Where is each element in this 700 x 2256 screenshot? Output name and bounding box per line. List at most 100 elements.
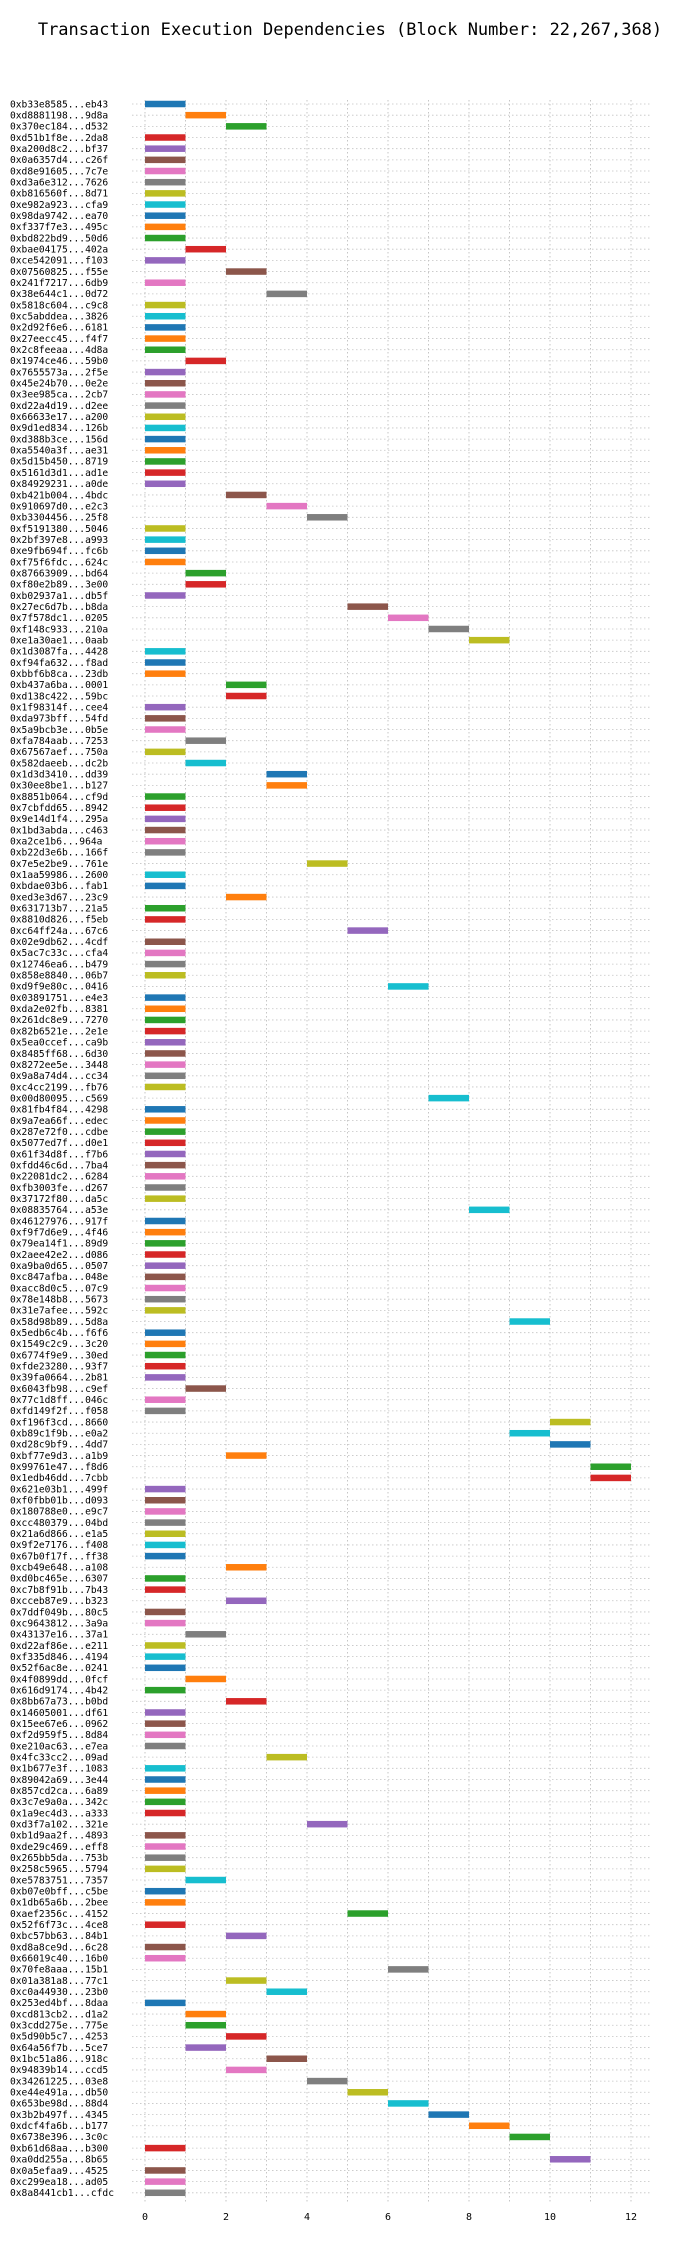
transaction-bar — [145, 234, 186, 242]
transaction-bar — [145, 335, 186, 342]
transaction-label: 0xcb49e648...a108 — [10, 1563, 108, 1574]
transaction-bar — [469, 636, 510, 644]
transaction-label: 0xda973bff...54fd — [10, 714, 108, 725]
transaction-bar — [145, 703, 186, 711]
transaction-bar — [145, 1954, 186, 1962]
transaction-label: 0x1a9ec4d3...a333 — [10, 1808, 108, 1819]
transaction-label: 0xd22af86e...e211 — [10, 1641, 108, 1652]
transaction-bar — [145, 1016, 186, 1024]
transaction-label: 0x8485ff68...6d30 — [10, 1049, 108, 1060]
transaction-bar — [185, 111, 226, 119]
transaction-bar — [145, 1832, 186, 1839]
transaction-label: 0x621e03b1...499f — [10, 1484, 108, 1495]
transaction-label: 0x2d92f6e6...6181 — [10, 323, 108, 334]
transaction-bar — [145, 904, 186, 912]
transaction-label: 0x5d90b5c7...4253 — [10, 2032, 108, 2043]
transaction-bar — [145, 1854, 186, 1861]
transaction-label: 0x30ee8be1...b127 — [10, 781, 108, 792]
transaction-label: 0x99761e47...f8d6 — [10, 1462, 108, 1473]
transaction-label: 0xaef2356c...4152 — [10, 1909, 108, 1920]
transaction-bar — [226, 2066, 267, 2074]
transaction-label: 0x7e5e2be9...761e — [10, 859, 108, 870]
transaction-bar — [145, 156, 186, 164]
transaction-label: 0x52f6f73c...4ce8 — [10, 1920, 108, 1931]
transaction-label: 0xf80e2b89...3e00 — [10, 580, 108, 591]
transaction-bar — [226, 1932, 267, 1940]
transaction-bar — [145, 1195, 186, 1202]
transaction-bar — [307, 1820, 348, 1828]
transaction-label: 0xd28c9bf9...4dd7 — [10, 1440, 108, 1451]
transaction-label: 0x5edb6c4b...f6f6 — [10, 1328, 108, 1339]
transaction-label: 0x61f34d8f...f7b6 — [10, 1149, 108, 1160]
transaction-bar — [145, 1407, 186, 1415]
transaction-label: 0x1bc51a86...918c — [10, 2054, 108, 2065]
transaction-bar — [145, 301, 186, 309]
transaction-label: 0xa0dd255a...8b65 — [10, 2155, 108, 2166]
transaction-label: 0x34261225...03e8 — [10, 2076, 108, 2087]
transaction-bar — [145, 1374, 186, 1381]
transaction-label: 0x7f578dc1...0205 — [10, 613, 108, 624]
transaction-label: 0x58d98b89...5d8a — [10, 1317, 108, 1328]
transaction-label: 0x87663909...bd64 — [10, 568, 108, 579]
transaction-label: 0x43137e16...37a1 — [10, 1630, 108, 1641]
transaction-label: 0xe1a30ae1...0aab — [10, 635, 108, 646]
transaction-label: 0x6738e396...3c0c — [10, 2132, 108, 2143]
transaction-label: 0x07560825...f55e — [10, 267, 108, 278]
transaction-bar — [145, 2167, 186, 2174]
transaction-label: 0xd138c422...59bc — [10, 691, 108, 702]
transaction-bar — [185, 1876, 226, 1884]
transaction-bar — [145, 1921, 186, 1928]
transaction-bar — [185, 357, 226, 365]
transaction-bar — [145, 1106, 186, 1113]
transaction-bar — [307, 2077, 348, 2085]
transaction-bar — [145, 257, 186, 264]
transaction-bar — [145, 368, 186, 376]
transaction-bar — [145, 223, 186, 231]
transaction-bar — [145, 1776, 186, 1783]
transaction-bar — [266, 2055, 307, 2062]
transaction-bar — [145, 324, 186, 331]
transaction-label: 0x261dc8e9...7270 — [10, 1015, 108, 1026]
transaction-bar — [145, 916, 186, 923]
transaction-bars — [145, 100, 631, 2197]
transaction-bar — [428, 1094, 469, 1102]
transaction-bar — [185, 1385, 226, 1392]
x-tick-label: 4 — [304, 2212, 310, 2223]
transaction-bar — [145, 949, 186, 957]
transaction-bar — [550, 1418, 591, 1426]
transaction-label: 0xdcf4fa6b...b177 — [10, 2121, 108, 2132]
transaction-label: 0x94839b14...ccd5 — [10, 2065, 108, 2076]
transaction-bar — [145, 1262, 186, 1269]
transaction-label: 0x31e7afee...592c — [10, 1306, 108, 1317]
transaction-label: 0x84929231...a0de — [10, 479, 108, 490]
transaction-bar — [509, 2133, 550, 2141]
transaction-label: 0x1549c2c9...3c20 — [10, 1339, 108, 1350]
transaction-label: 0xf196f3cd...8660 — [10, 1417, 108, 1428]
transaction-bar — [145, 1541, 186, 1549]
transaction-bar — [145, 793, 186, 800]
transaction-bar — [590, 1463, 631, 1470]
transaction-label: 0x6774f9e9...30ed — [10, 1350, 108, 1361]
transaction-label: 0xcd813cb2...d1a2 — [10, 2009, 108, 2020]
transaction-bar — [145, 726, 186, 733]
transaction-label: 0x66633e17...a200 — [10, 412, 108, 423]
transaction-label: 0xa9ba0d65...0507 — [10, 1261, 108, 1272]
transaction-bar — [185, 2021, 226, 2029]
transaction-bar — [266, 782, 307, 789]
transaction-bar — [266, 1753, 307, 1761]
transaction-bar — [145, 1340, 186, 1348]
transaction-bar — [145, 1586, 186, 1593]
transaction-bar — [550, 2156, 591, 2163]
transaction-label: 0x1d3d3410...dd39 — [10, 770, 108, 781]
transaction-bar — [145, 1508, 186, 1515]
transaction-label: 0x08835764...a53e — [10, 1205, 108, 1216]
transaction-bar — [145, 1519, 186, 1526]
transaction-bar — [145, 748, 186, 756]
transaction-bar — [145, 2144, 186, 2152]
transaction-bar — [347, 1910, 388, 1917]
transaction-label: 0xbd822bd9...50d6 — [10, 233, 108, 244]
transaction-label: 0xd3a6e312...7626 — [10, 177, 108, 188]
transaction-label: 0x22081dc2...6284 — [10, 1172, 108, 1183]
transaction-label: 0x2c8feeaa...4d8a — [10, 345, 108, 356]
transaction-bar — [145, 1295, 186, 1303]
